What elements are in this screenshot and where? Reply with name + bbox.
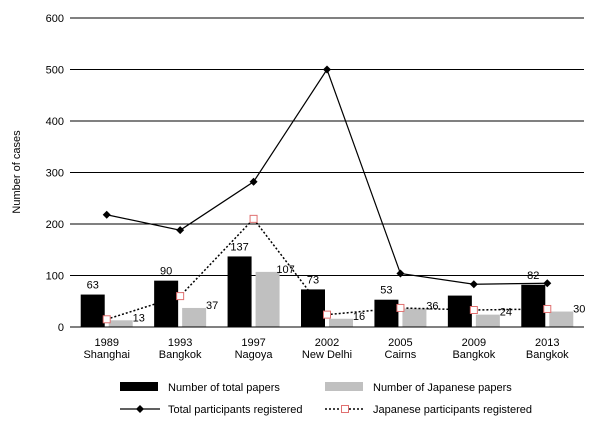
data-label: 37 bbox=[206, 300, 218, 312]
category-labels: 1989Shanghai1993Bangkok1997Nagoya2002New… bbox=[83, 337, 569, 361]
bar-total-papers bbox=[227, 256, 252, 327]
legend-swatch bbox=[325, 382, 363, 391]
point-total-participants bbox=[176, 226, 185, 235]
point-total-participants bbox=[323, 65, 331, 74]
category-label: 2002 bbox=[315, 337, 339, 349]
bar-series bbox=[80, 256, 574, 327]
data-label: 36 bbox=[426, 300, 438, 312]
category-label: Bangkok bbox=[526, 349, 569, 361]
category-label: 1989 bbox=[94, 337, 118, 349]
category-label: New Delhi bbox=[302, 349, 352, 361]
category-label: Nagoya bbox=[235, 349, 274, 361]
category-label: Shanghai bbox=[83, 349, 130, 361]
data-label: 107 bbox=[276, 264, 294, 276]
legend-label: Total participants registered bbox=[168, 404, 303, 416]
bar-japanese-papers bbox=[475, 314, 500, 327]
category-label: 1997 bbox=[241, 337, 265, 349]
legend-label: Japanese participants registered bbox=[373, 404, 532, 416]
category-label: 2013 bbox=[535, 337, 559, 349]
y-tick-label: 100 bbox=[46, 271, 64, 283]
point-japanese-participants bbox=[102, 315, 111, 324]
category-label: Bangkok bbox=[452, 349, 495, 361]
bar-total-papers bbox=[80, 294, 105, 327]
point-total-participants bbox=[102, 210, 111, 219]
bar-japanese-papers bbox=[182, 307, 207, 327]
data-label: 16 bbox=[353, 311, 365, 323]
y-tick-label: 300 bbox=[46, 168, 64, 180]
category-label: 2005 bbox=[388, 337, 412, 349]
category-label: Cairns bbox=[385, 349, 417, 361]
bar-total-papers bbox=[301, 289, 325, 327]
bar-japanese-papers bbox=[329, 318, 353, 327]
point-total-participants bbox=[543, 279, 552, 288]
legend-marker bbox=[341, 405, 349, 413]
category-label: 1993 bbox=[168, 337, 192, 349]
y-tick-label: 0 bbox=[58, 322, 64, 334]
legend-marker bbox=[136, 405, 144, 413]
y-tick-label: 600 bbox=[46, 13, 64, 25]
data-label: 90 bbox=[160, 266, 172, 278]
y-tick-label: 500 bbox=[46, 65, 64, 77]
point-total-participants bbox=[469, 280, 478, 289]
category-label: Bangkok bbox=[159, 349, 202, 361]
point-total-participants bbox=[396, 269, 405, 278]
legend-swatch bbox=[120, 382, 158, 391]
point-japanese-participants bbox=[176, 292, 185, 301]
category-label: 2009 bbox=[462, 337, 486, 349]
point-japanese-participants bbox=[396, 303, 405, 312]
point-total-participants bbox=[249, 177, 258, 186]
bar-japanese-papers bbox=[255, 271, 280, 327]
data-label: 73 bbox=[307, 274, 319, 286]
y-tick-label: 400 bbox=[46, 116, 64, 128]
line-total-participants bbox=[106, 68, 548, 285]
bar-japanese-papers bbox=[402, 308, 427, 327]
data-label: 24 bbox=[500, 307, 512, 319]
data-label: 137 bbox=[230, 241, 248, 253]
legend-label: Number of total papers bbox=[168, 382, 280, 394]
point-japanese-participants bbox=[249, 214, 258, 223]
bar-total-papers bbox=[447, 295, 472, 327]
data-label: 13 bbox=[133, 312, 145, 324]
data-label: 82 bbox=[527, 270, 539, 282]
bar-japanese-papers bbox=[108, 320, 133, 327]
data-labels: 63 90 137 73 53 82 13 37 107 16 36 24 30 bbox=[87, 241, 586, 324]
legend-label: Number of Japanese papers bbox=[373, 382, 512, 394]
legend: Number of total papers Number of Japanese… bbox=[120, 382, 532, 416]
data-label: 63 bbox=[87, 280, 99, 292]
y-tick-label: 200 bbox=[46, 219, 64, 231]
point-japanese-participants bbox=[323, 310, 331, 319]
grid-lines bbox=[70, 17, 584, 276]
bar-total-papers bbox=[374, 299, 399, 327]
data-label: 30 bbox=[573, 304, 585, 316]
y-axis-title: Number of cases bbox=[11, 130, 23, 214]
line-series bbox=[102, 65, 552, 324]
data-label: 53 bbox=[380, 285, 392, 297]
point-japanese-participants bbox=[543, 304, 552, 313]
bar-japanese-papers bbox=[549, 311, 574, 327]
point-japanese-participants bbox=[469, 306, 478, 315]
y-axis-ticks: 0 100 200 300 400 500 600 bbox=[46, 13, 64, 334]
bar-total-papers bbox=[521, 284, 546, 327]
